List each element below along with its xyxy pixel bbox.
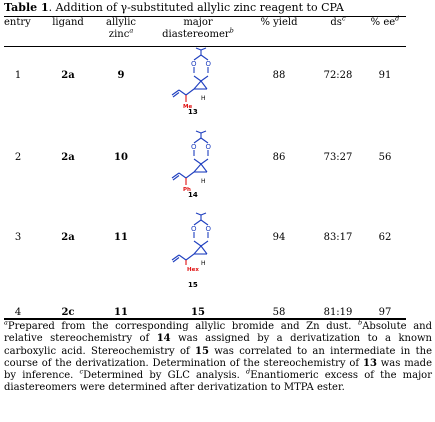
row4-ee: 97 <box>378 307 392 318</box>
row3-ee: 62 <box>378 232 392 243</box>
table-title: Table 1. Addition of γ-substituted allyl… <box>4 1 344 14</box>
svg-text:H: H <box>201 260 206 267</box>
row3-product: 15 <box>188 281 198 289</box>
row1-product: 13 <box>188 108 198 116</box>
header-allylic-zinc: allylic zinca <box>105 17 136 40</box>
header-major-diastereomer: major diastereomerb <box>162 17 234 40</box>
row4-yield: 58 <box>272 307 286 318</box>
footnote-b-mark: b <box>358 318 363 327</box>
row3-zinc: 11 <box>114 232 128 243</box>
row4-zinc: 11 <box>114 307 128 318</box>
svg-text:H: H <box>201 178 206 185</box>
svg-text:H: H <box>201 95 206 102</box>
row1-ee: 91 <box>378 70 392 81</box>
header-yield: % yield <box>260 17 298 28</box>
row1-substituent: Me <box>183 104 192 110</box>
row2-yield: 86 <box>272 152 286 163</box>
header-rule <box>4 46 406 47</box>
footnote-c: Determined by GLC analysis. <box>83 370 247 382</box>
row3-substituent: Hex <box>187 267 199 273</box>
row1-ligand: 2a <box>61 70 75 81</box>
svg-text:O: O <box>206 143 212 151</box>
table-caption: . Addition of γ-substituted allylic zinc… <box>48 1 344 14</box>
row1-yield: 88 <box>272 70 286 81</box>
footnote-c-mark: c <box>79 367 84 376</box>
row2-entry: 2 <box>14 152 22 163</box>
bottom-rule <box>4 318 406 320</box>
row4-entry: 4 <box>14 307 22 318</box>
row1-ds: 72:28 <box>323 70 353 81</box>
footnote-a: Prepared from the corresponding allylic … <box>7 321 359 332</box>
footnote-d-mark: d <box>246 367 251 376</box>
row2-substituent: Ph <box>183 187 191 193</box>
header-ds: dsc <box>330 14 346 28</box>
row4-ds: 81:19 <box>323 307 353 318</box>
svg-text:O: O <box>206 225 212 233</box>
row1-zinc: 9 <box>117 70 125 81</box>
row2-ligand: 2a <box>61 152 75 163</box>
row2-product: 14 <box>188 191 198 199</box>
row4-product: 15 <box>191 307 205 318</box>
svg-text:O: O <box>206 60 212 68</box>
row3-ligand: 2a <box>61 232 75 243</box>
svg-text:O: O <box>191 60 197 68</box>
header-ee: % eed <box>370 14 400 28</box>
table-label: Table 1 <box>4 1 49 14</box>
row1-entry: 1 <box>14 70 22 81</box>
footnote-d: Enantiomeric excess of the major diaster… <box>4 370 432 394</box>
header-entry: entry <box>4 17 31 28</box>
header-ligand: ligand <box>52 17 84 28</box>
structure-14: O O H Ph 14 <box>171 130 212 199</box>
row3-yield: 94 <box>272 232 286 243</box>
table-footnotes: aPrepared from the corresponding allylic… <box>4 318 432 394</box>
row3-ds: 83:17 <box>323 232 353 243</box>
row2-zinc: 10 <box>114 152 128 163</box>
row2-ds: 73:27 <box>323 152 353 163</box>
structure-13: O O H Me 13 <box>171 47 212 116</box>
row4-ligand: 2c <box>61 307 75 318</box>
row3-entry: 3 <box>14 232 22 243</box>
row2-ee: 56 <box>378 152 392 163</box>
structure-15: O O H Hex 15 <box>171 212 212 289</box>
top-rule <box>4 16 406 17</box>
svg-text:O: O <box>191 225 197 233</box>
svg-text:O: O <box>191 143 197 151</box>
footnote-a-mark: a <box>4 318 8 327</box>
